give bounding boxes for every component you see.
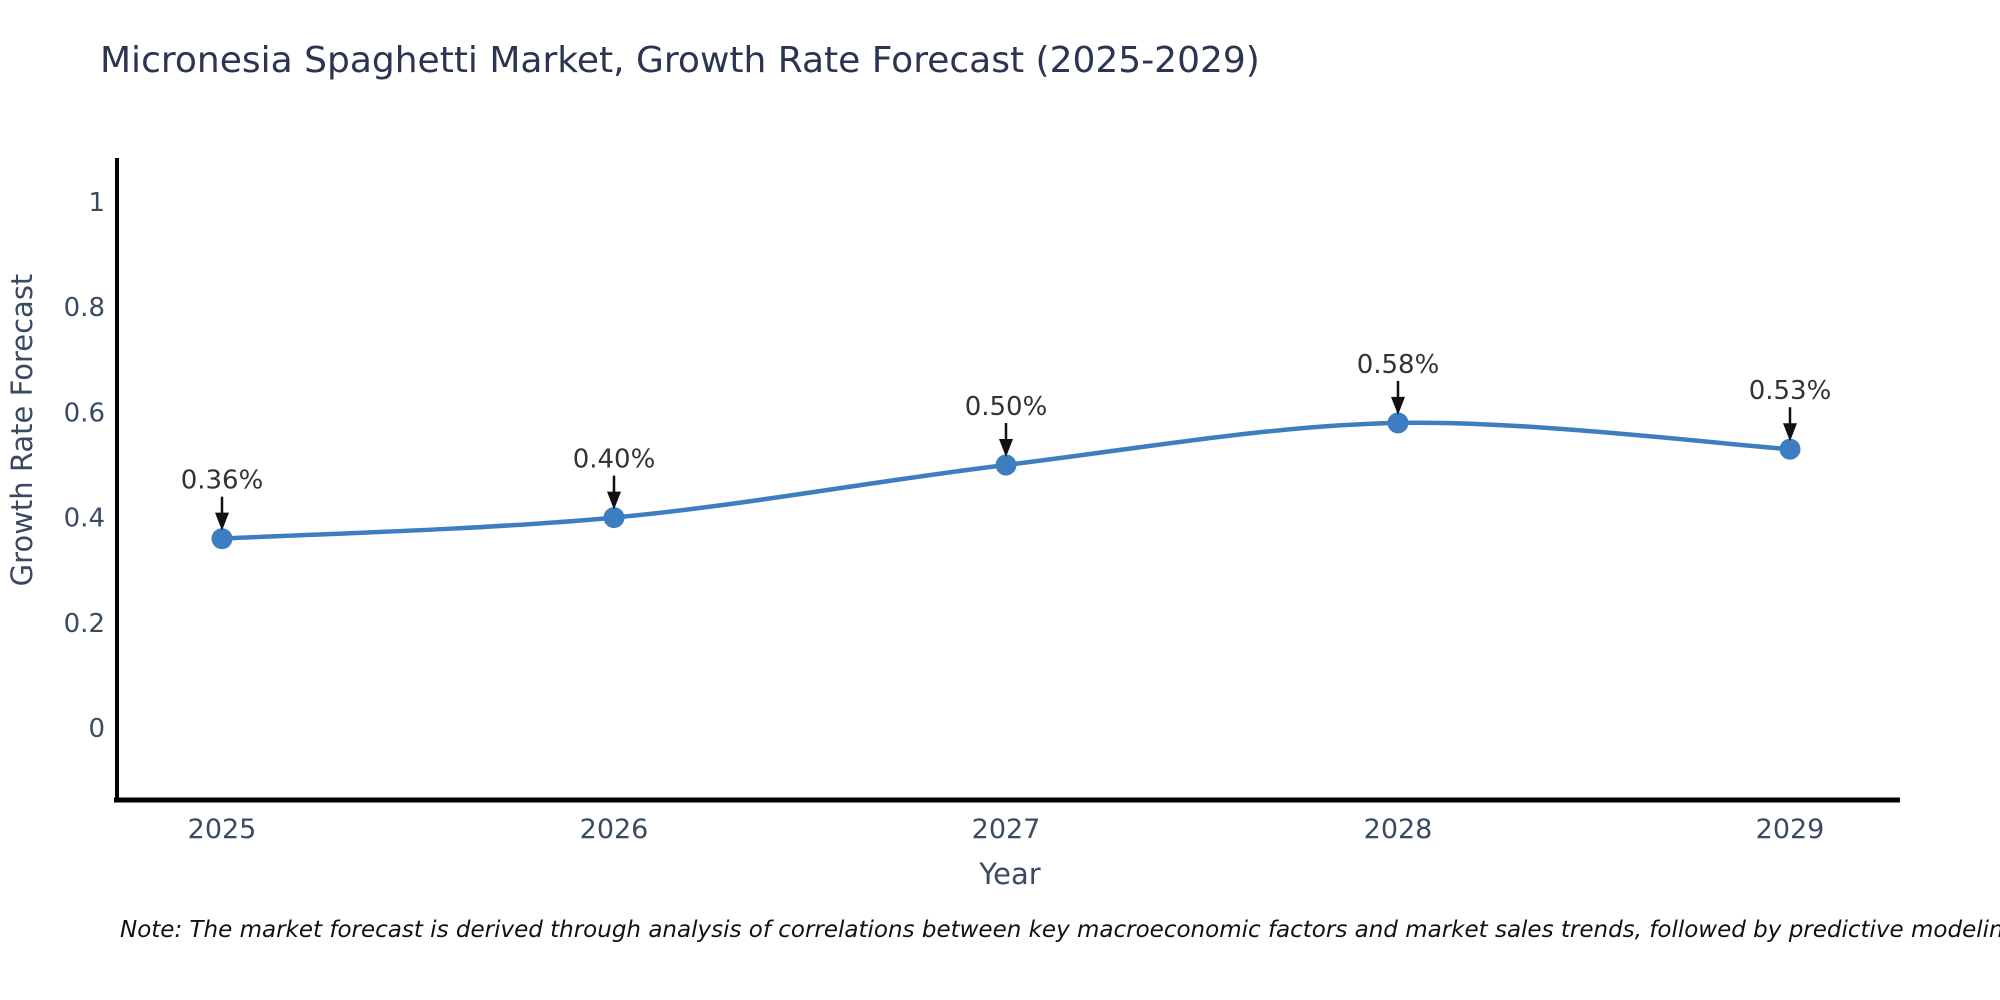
data-point[interactable]: [603, 507, 625, 529]
point-value-label: 0.53%: [1749, 376, 1832, 406]
y-tick-label: 0.6: [64, 398, 105, 428]
annotation-arrowhead: [999, 439, 1013, 457]
data-point[interactable]: [211, 528, 233, 550]
y-tick-label: 0.4: [64, 504, 105, 534]
footnote: Note: The market forecast is derived thr…: [120, 917, 2000, 943]
x-tick-label: 2025: [188, 814, 257, 845]
point-value-label: 0.50%: [965, 392, 1048, 422]
x-tick-label: 2027: [972, 814, 1041, 845]
x-tick-label: 2029: [1756, 814, 1825, 845]
y-tick-label: 0: [88, 714, 105, 744]
annotation-arrowhead: [215, 512, 229, 531]
x-axis-title: Year: [978, 857, 1040, 891]
x-tick-label: 2028: [1364, 814, 1433, 845]
data-point[interactable]: [1779, 438, 1801, 460]
chart-title: Micronesia Spaghetti Market, Growth Rate…: [100, 40, 1260, 81]
point-value-label: 0.58%: [1357, 350, 1440, 380]
x-tick-label: 2026: [580, 814, 649, 845]
annotation-arrowhead: [607, 491, 621, 510]
point-value-label: 0.40%: [573, 445, 656, 475]
data-point[interactable]: [1387, 412, 1409, 434]
y-tick-label: 1: [88, 188, 105, 218]
point-value-label: 0.36%: [181, 466, 264, 496]
y-tick-label: 0.2: [64, 609, 105, 639]
annotation-arrowhead: [1391, 396, 1405, 415]
y-axis-title: Growth Rate Forecast: [5, 274, 39, 587]
data-point[interactable]: [995, 454, 1017, 476]
annotation-arrowhead: [1783, 423, 1797, 442]
y-tick-label: 0.8: [64, 293, 105, 323]
